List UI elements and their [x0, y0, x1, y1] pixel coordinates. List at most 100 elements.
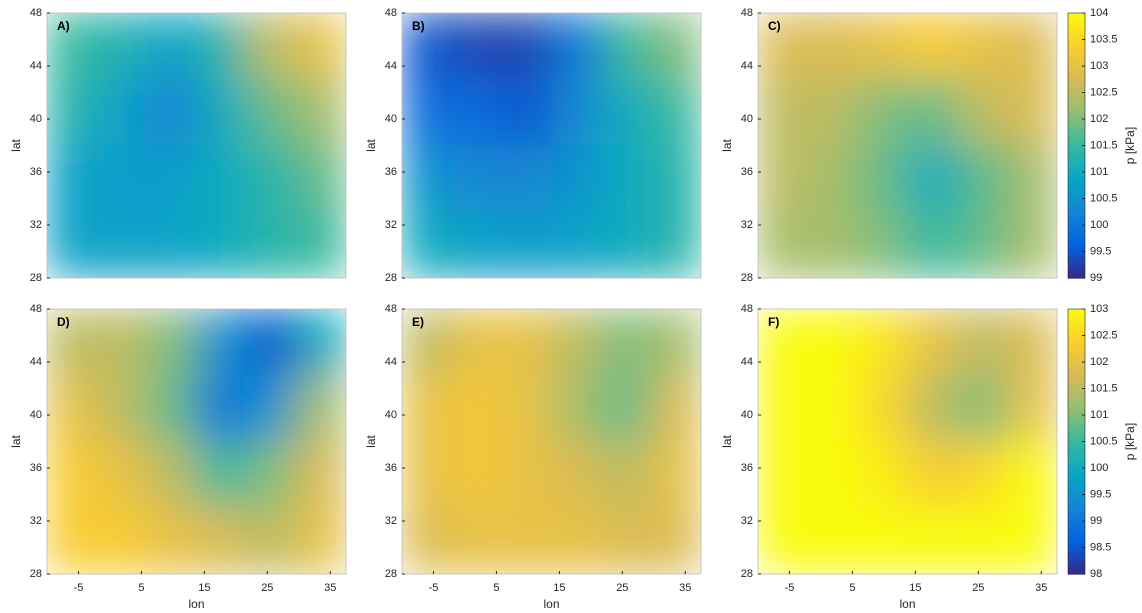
colorbar-segment [1068, 35, 1085, 41]
field-cell [551, 211, 602, 278]
colorbar-segment [1068, 194, 1085, 200]
colorbar-segment [1068, 556, 1085, 562]
field-cell [146, 507, 197, 574]
colorbar-segment [1068, 96, 1085, 102]
field-cell [1006, 309, 1057, 376]
field-cell [402, 374, 453, 442]
colorbar-segment [1068, 149, 1085, 155]
colorbar-segment [1068, 322, 1085, 328]
y-axis-label: lat [9, 435, 23, 448]
field-cell [501, 211, 552, 278]
x-tick-label: 35 [1035, 582, 1047, 594]
field-cell [907, 13, 958, 80]
map-panel [47, 13, 346, 278]
field-cell [295, 78, 346, 146]
field-cell [551, 507, 602, 574]
colorbar-segment [1068, 132, 1085, 138]
colorbar-segment [1068, 119, 1085, 125]
field-cell [295, 309, 346, 376]
field-cell [96, 507, 148, 574]
panel-label: E) [412, 315, 424, 329]
y-tick-label: 36 [30, 462, 42, 474]
y-tick-label: 44 [741, 60, 753, 72]
field-cell [402, 211, 453, 278]
field-cell [807, 441, 859, 509]
field-cell [245, 78, 297, 146]
field-cell [650, 78, 701, 146]
y-tick-label: 28 [741, 272, 753, 284]
colorbar-segment [1068, 437, 1085, 443]
field-cell [857, 441, 908, 509]
colorbar-segment [1068, 255, 1085, 261]
field-cell [807, 211, 859, 278]
pressure-field [402, 309, 701, 574]
colorbar-segment [1068, 216, 1085, 222]
field-cell [551, 374, 602, 442]
field-cell [47, 507, 98, 574]
colorbar-segment [1068, 401, 1085, 407]
x-tick-label: 15 [198, 582, 210, 594]
y-tick-label: 28 [30, 272, 42, 284]
colorbar-segment [1068, 61, 1085, 67]
field-cell [196, 211, 247, 278]
colorbar-segment [1068, 569, 1085, 575]
colorbar-segment [1068, 185, 1085, 191]
y-axis-label: lat [720, 435, 734, 448]
map-panel [47, 309, 346, 574]
axes-box [757, 308, 1058, 575]
y-tick-label: 32 [741, 515, 753, 527]
field-cell [650, 13, 701, 80]
field-cell [451, 211, 503, 278]
axes-box [757, 12, 1058, 279]
y-tick-label: 44 [741, 356, 753, 368]
colorbar-segment [1068, 498, 1085, 504]
field-cell [501, 507, 552, 574]
colorbar-segment [1068, 468, 1085, 474]
field-cell [956, 309, 1008, 376]
field-cell [295, 145, 346, 213]
colorbar-tick-label: 104 [1090, 7, 1108, 19]
colorbar-segment [1068, 154, 1085, 160]
field-cell [1006, 441, 1057, 509]
field-cell [857, 507, 908, 574]
field-cell [501, 13, 552, 80]
field-cell [402, 441, 453, 509]
field-cell [650, 441, 701, 509]
colorbar-segment [1068, 74, 1085, 80]
y-tick-label: 48 [385, 303, 397, 315]
colorbar-segment [1068, 348, 1085, 354]
x-tick-label: 25 [616, 582, 628, 594]
field-cell [47, 211, 98, 278]
field-cell [807, 13, 859, 80]
field-cell [96, 13, 148, 80]
colorbar-segment [1068, 543, 1085, 549]
field-cell [956, 374, 1008, 442]
x-tick-label: 5 [849, 582, 855, 594]
field-cell [1006, 145, 1057, 213]
colorbar-segment [1068, 388, 1085, 394]
axes-box [401, 308, 702, 575]
x-tick-label: 35 [324, 582, 336, 594]
field-cell [451, 78, 503, 146]
colorbar-segment [1068, 362, 1085, 368]
colorbar-segment [1068, 220, 1085, 226]
field-cell [600, 211, 652, 278]
field-cell [600, 309, 652, 376]
colorbar-segment [1068, 547, 1085, 553]
field-cell [907, 211, 958, 278]
colorbar-tick-label: 101 [1090, 409, 1108, 421]
colorbar-segment [1068, 57, 1085, 63]
map-panel [758, 309, 1057, 574]
colorbar-segment [1068, 114, 1085, 120]
field-cell [956, 211, 1008, 278]
panel-label: F) [768, 315, 779, 329]
field-cell [196, 78, 247, 146]
field-cell [956, 145, 1008, 213]
colorbar-segment [1068, 339, 1085, 345]
colorbar-tick-label: 103.5 [1090, 33, 1118, 45]
y-tick-label: 48 [741, 303, 753, 315]
colorbar-segment [1068, 560, 1085, 566]
field-cell [47, 374, 98, 442]
panel-label: C) [768, 19, 781, 33]
field-cell [501, 309, 552, 376]
